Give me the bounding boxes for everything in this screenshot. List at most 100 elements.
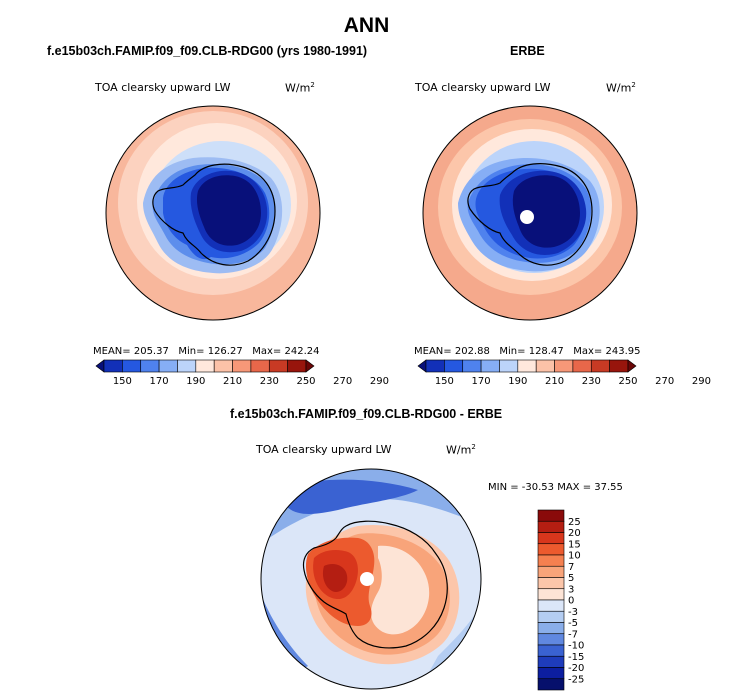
panel-diff-colorbar-box — [537, 599, 565, 612]
panel-diff-title: f.e15b03ch.FAMIP.f09_f09.CLB-RDG00 - ERB… — [230, 407, 503, 421]
panel-0-colorbar-box — [177, 359, 197, 373]
panel-0-colorbar-tick-label: 270 — [333, 376, 352, 387]
panel-1-colorbar-box — [572, 359, 592, 373]
panel-1-colorbar-arrow-low — [417, 359, 427, 373]
panel-diff-colorbar-box — [537, 633, 565, 646]
figure-title: ANN — [343, 14, 390, 37]
panel-diff-stats: MIN = -30.53 MAX = 37.55 — [488, 482, 623, 493]
panel-1-colorbar-box — [590, 359, 610, 373]
panel-diff-colorbar-box — [537, 655, 565, 668]
panel-1-colorbar-tick-label: 270 — [655, 376, 674, 387]
panel-diff-colorbar-box — [537, 622, 565, 635]
panel-diff-colorbar-tick-label: -5 — [568, 618, 578, 629]
panel-obs-colorbar: 150 170 190 210 230 250 270 290 — [417, 359, 711, 387]
panel-diff-colorbar-tick-label: 25 — [568, 517, 581, 528]
panel-obs-title: ERBE — [510, 44, 545, 58]
panel-1-colorbar-box — [517, 359, 537, 373]
panel-obs-band-130 — [512, 175, 580, 248]
panel-diff-colorbar-box — [537, 588, 565, 601]
panel-diff-colorbar-tick-label: 20 — [568, 528, 581, 539]
panel-obs-stats: MEAN= 202.88 Min= 128.47 Max= 243.95 — [414, 346, 641, 357]
panel-model-colorbar: 150 170 190 210 230 250 270 290 — [95, 359, 389, 387]
panel-obs-variable-label: TOA clearsky upward LW — [415, 81, 551, 94]
panel-0-colorbar-box — [158, 359, 178, 373]
panel-diff-colorbar-tick-label: -20 — [568, 663, 584, 674]
panel-diff-colorbar-tick-label: 10 — [568, 551, 581, 562]
panel-1-colorbar-box — [554, 359, 574, 373]
panel-diff-colorbar-tick-label: 7 — [568, 562, 574, 573]
panel-1-colorbar-box — [480, 359, 500, 373]
panel-0-colorbar-box — [122, 359, 142, 373]
panel-0-colorbar-tick-label: 170 — [150, 376, 169, 387]
panel-0-colorbar-tick-label: 250 — [296, 376, 315, 387]
panel-model-mean: 205.37 — [133, 346, 169, 357]
panel-diff-colorbar-tick-label: 15 — [568, 539, 581, 550]
panel-0-colorbar-tick-label: 290 — [370, 376, 389, 387]
panel-diff-colorbar-box — [537, 610, 565, 623]
panel-1-colorbar-tick-label: 170 — [472, 376, 491, 387]
panel-0-colorbar-box — [268, 359, 288, 373]
panel-model-coastline — [152, 163, 276, 266]
panel-1-colorbar-arrow-high — [627, 359, 637, 373]
panel-model-min: 126.27 — [207, 346, 243, 357]
panel-diff-colorbar-box — [537, 554, 565, 567]
panel-0-colorbar-tick-label: 210 — [223, 376, 242, 387]
panel-obs-map-border — [422, 105, 638, 321]
panel-diff-variable-label: TOA clearsky upward LW — [256, 443, 392, 456]
panel-diff-colorbar-tick-label: -25 — [568, 674, 584, 685]
panel-diff-colorbar-box — [537, 667, 565, 680]
panel-model-units-label: W/m2 — [285, 81, 315, 95]
panel-1-colorbar-box — [535, 359, 555, 373]
panel-diff-colorbar-box — [537, 644, 565, 657]
panel-diff-map — [260, 468, 482, 690]
panel-obs-map — [422, 105, 638, 321]
panel-diff-missing-pole — [360, 572, 374, 586]
panel-diff-band-20 — [322, 564, 348, 592]
panel-obs-max: 243.95 — [605, 346, 641, 357]
panel-1-colorbar-box — [499, 359, 519, 373]
panel-diff-colorbar-box — [537, 543, 565, 556]
panel-diff-map-border — [260, 468, 482, 690]
panel-diff-band-strong-negative — [286, 479, 418, 514]
panel-diff-colorbar-box — [537, 565, 565, 578]
panel-diff-colorbar-box — [537, 577, 565, 590]
panel-1-colorbar-box — [609, 359, 629, 373]
panel-obs-min: 128.47 — [528, 346, 564, 357]
panel-diff-colorbar-box — [537, 678, 565, 691]
panel-1-colorbar-box — [425, 359, 445, 373]
panel-1-colorbar-tick-label: 190 — [508, 376, 527, 387]
panel-diff-colorbar-tick-label: 0 — [568, 596, 574, 607]
panel-model-map-border — [105, 105, 321, 321]
panel-diff-colorbar-tick-label: -3 — [568, 607, 578, 618]
panel-model-band-130 — [196, 175, 261, 246]
panel-1-colorbar-box — [462, 359, 482, 373]
panel-model-title: f.e15b03ch.FAMIP.f09_f09.CLB-RDG00 (yrs … — [47, 44, 368, 58]
panel-0-colorbar-tick-label: 150 — [113, 376, 132, 387]
panel-0-colorbar-arrow-low — [95, 359, 105, 373]
panel-diff-colorbar-box — [537, 509, 565, 522]
panel-0-colorbar-arrow-high — [305, 359, 315, 373]
panel-1-colorbar-tick-label: 210 — [545, 376, 564, 387]
panel-1-colorbar-tick-label: 150 — [435, 376, 454, 387]
panel-1-colorbar-tick-label: 290 — [692, 376, 711, 387]
panel-0-colorbar-box — [250, 359, 270, 373]
panel-0-colorbar-box — [232, 359, 252, 373]
panel-0-colorbar-tick-label: 190 — [186, 376, 205, 387]
panel-diff-colorbar-box — [537, 520, 565, 533]
panel-diff-colorbar-tick-label: -15 — [568, 652, 584, 663]
panel-diff-colorbar-tick-label: 3 — [568, 584, 574, 595]
panel-diff-coastline — [302, 520, 448, 649]
panel-obs-units-label: W/m2 — [606, 81, 636, 95]
panel-model-stats: MEAN= 205.37 Min= 126.27 Max= 242.24 — [93, 346, 320, 357]
panel-diff-band-0-east — [371, 545, 430, 635]
panel-obs-mean: 202.88 — [454, 346, 490, 357]
panel-0-colorbar-box — [140, 359, 160, 373]
panel-diff-colorbar-tick-label: -10 — [568, 641, 584, 652]
panel-model-map — [105, 105, 321, 321]
panel-0-colorbar-tick-label: 230 — [260, 376, 279, 387]
panel-1-colorbar-box — [444, 359, 464, 373]
panel-diff-colorbar-tick-label: 5 — [568, 573, 574, 584]
panel-1-colorbar-tick-label: 230 — [582, 376, 601, 387]
panel-0-colorbar-box — [103, 359, 123, 373]
